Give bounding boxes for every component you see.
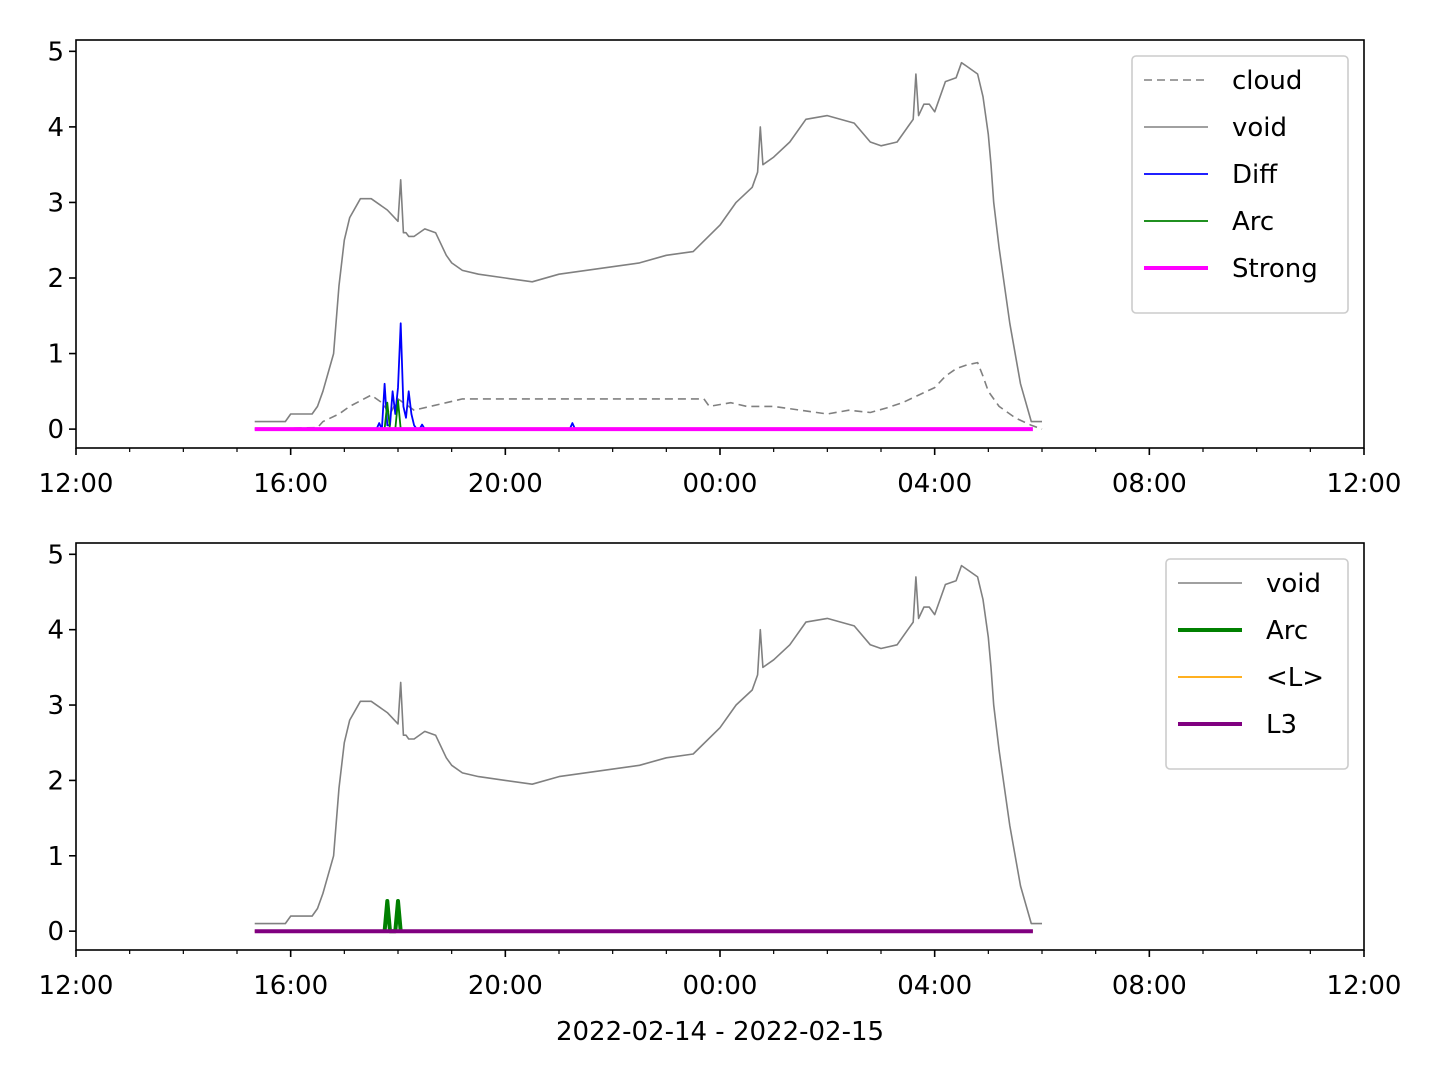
- x-tick-label: 12:00: [39, 469, 114, 499]
- x-tick-label: 08:00: [1112, 971, 1187, 1001]
- y-tick-label: 1: [47, 340, 64, 370]
- x-tick-label: 20:00: [468, 469, 543, 499]
- x-tick-label: 00:00: [683, 469, 758, 499]
- chart-top: 0 1 2 3 4 5 12:00 16:00 20:00 00:00 04:00 08:00 12:0…: [39, 37, 1402, 499]
- x-tick-label: 00:00: [683, 971, 758, 1001]
- legend-label: Arc: [1266, 616, 1308, 646]
- legend-label: Diff: [1232, 160, 1278, 190]
- plot-area: [254, 61, 1043, 432]
- legend-label: Arc: [1232, 207, 1274, 237]
- y-tick-label: 0: [47, 415, 64, 445]
- x-tick-label: 04:00: [897, 469, 972, 499]
- x-tick-label: 16:00: [253, 971, 328, 1001]
- x-axis-date-label: 2022-02-14 - 2022-02-15: [556, 1017, 884, 1047]
- y-tick-label: 4: [47, 616, 64, 646]
- x-tick-label: 16:00: [253, 469, 328, 499]
- legend-label: void: [1266, 569, 1321, 599]
- x-tick-label: 20:00: [468, 971, 543, 1001]
- x-tick-label: 08:00: [1112, 469, 1187, 499]
- y-tick-label: 3: [47, 691, 64, 721]
- y-tick-label: 5: [47, 37, 64, 67]
- legend-label: void: [1232, 113, 1287, 143]
- y-tick-label: 1: [47, 842, 64, 872]
- y-tick-label: 2: [47, 766, 64, 796]
- legend-label: Strong: [1232, 254, 1318, 284]
- series-line-void: [254, 564, 1042, 925]
- series-line-void: [254, 61, 1042, 423]
- chart-bottom: 0 1 2 3 4 5 12:00 16:00 20:00 00:00 04:00 08:00 12:0…: [39, 540, 1402, 1001]
- legend-label: cloud: [1232, 66, 1302, 96]
- plot-area: [254, 564, 1042, 934]
- y-tick-label: 4: [47, 113, 64, 143]
- series-line-arc: [382, 899, 403, 934]
- legend: [1131, 55, 1349, 314]
- legend-label: L3: [1266, 710, 1297, 740]
- x-tick-label: 12:00: [1327, 469, 1402, 499]
- y-tick-label: 3: [47, 188, 64, 218]
- x-tick-label: 04:00: [897, 971, 972, 1001]
- legend: [1165, 558, 1349, 770]
- legend-label: <L>: [1266, 663, 1324, 693]
- series-line-diff: [375, 322, 576, 431]
- y-tick-label: 0: [47, 917, 64, 947]
- x-tick-label: 12:00: [39, 971, 114, 1001]
- x-tick-label: 12:00: [1327, 971, 1402, 1001]
- y-tick-label: 2: [47, 264, 64, 294]
- series-line-cloud: [254, 361, 1043, 430]
- y-tick-label: 5: [47, 540, 64, 570]
